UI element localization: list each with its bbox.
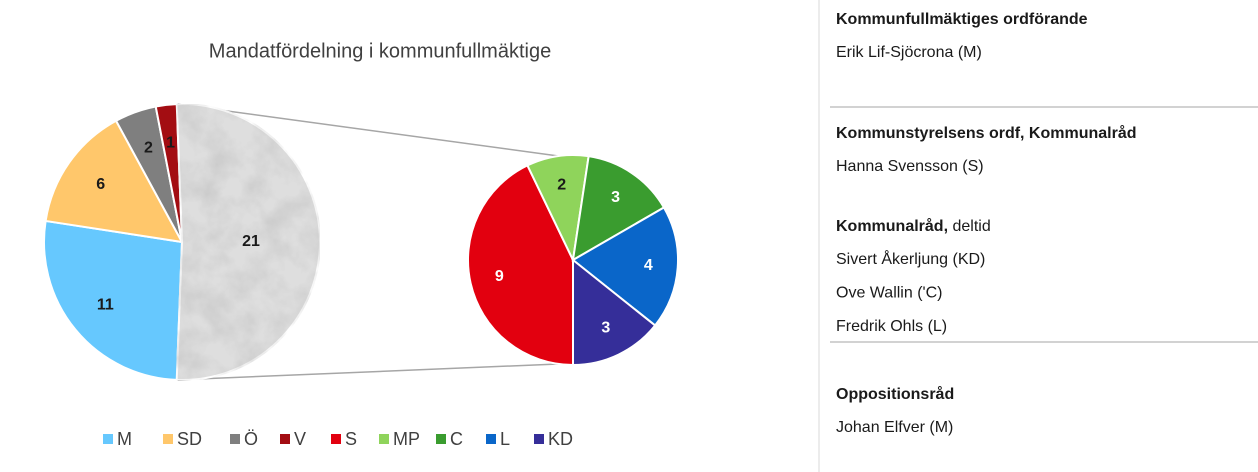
data-label: 2 <box>144 140 153 157</box>
legend-swatch <box>163 434 173 444</box>
data-label: 3 <box>601 319 610 336</box>
pie-slice <box>175 103 321 381</box>
sidebar-name: Johan Elfver (M) <box>836 419 953 436</box>
legend-swatch <box>103 434 113 444</box>
legend-swatch <box>436 434 446 444</box>
heading-text: Kommunfullmäktiges ordförande <box>836 11 1088 28</box>
legend-label: V <box>294 429 306 449</box>
legend-label: MP <box>393 429 420 449</box>
data-label: 3 <box>611 189 620 206</box>
heading-text: Kommunalråd, <box>836 217 948 235</box>
heading-suffix: deltid <box>948 218 991 235</box>
connector <box>176 103 559 157</box>
pie-slice <box>571 206 679 327</box>
legend-swatch <box>280 434 290 444</box>
sidebar-name: Fredrik Ohls (L) <box>836 318 947 335</box>
data-label: 2 <box>557 176 566 193</box>
legend-label: L <box>500 429 510 449</box>
pie-slice <box>44 119 184 244</box>
sidebar-heading: Oppositionsråd <box>836 385 954 403</box>
connector <box>176 363 559 381</box>
data-label: 21 <box>242 233 260 250</box>
pie-slice <box>467 164 574 367</box>
sidebar-heading: Kommunalråd, deltid <box>836 217 991 235</box>
heading-text: Kommunstyrelsens ordf, Kommunalråd <box>836 124 1137 142</box>
legend-label: SD <box>177 429 202 449</box>
pie-slice <box>571 155 666 262</box>
legend-label: S <box>345 429 357 449</box>
data-label: 9 <box>495 268 504 285</box>
sidebar-heading: Kommunstyrelsens ordf, Kommunalråd <box>836 124 1137 142</box>
legend-swatch <box>331 434 341 444</box>
data-label: 11 <box>97 296 114 313</box>
sidebar-name: Sivert Åkerljung (KD) <box>836 249 985 268</box>
pie-slice <box>572 257 657 367</box>
sidebar-name: Erik Lif-Sjöcrona (M) <box>836 44 982 61</box>
heading-text: Oppositionsråd <box>836 385 954 403</box>
sidebar-heading: Kommunfullmäktiges ordförande <box>836 11 1088 28</box>
pie-slice <box>43 219 184 381</box>
legend-label: Ö <box>244 429 258 449</box>
legend-label: C <box>450 429 463 449</box>
sidebar-name: Hanna Svensson (S) <box>836 158 984 175</box>
chart-title: Mandatfördelning i kommunfullmäktige <box>209 40 551 62</box>
legend-swatch <box>379 434 389 444</box>
data-label: 4 <box>644 257 653 274</box>
legend-swatch <box>230 434 240 444</box>
legend-label: KD <box>548 429 573 449</box>
legend-swatch <box>534 434 544 444</box>
legend-swatch <box>486 434 496 444</box>
data-label: 1 <box>166 135 175 152</box>
data-label: 6 <box>96 176 105 193</box>
legend-label: M <box>117 429 132 449</box>
sidebar-name: Ove Wallin ('C) <box>836 285 942 302</box>
